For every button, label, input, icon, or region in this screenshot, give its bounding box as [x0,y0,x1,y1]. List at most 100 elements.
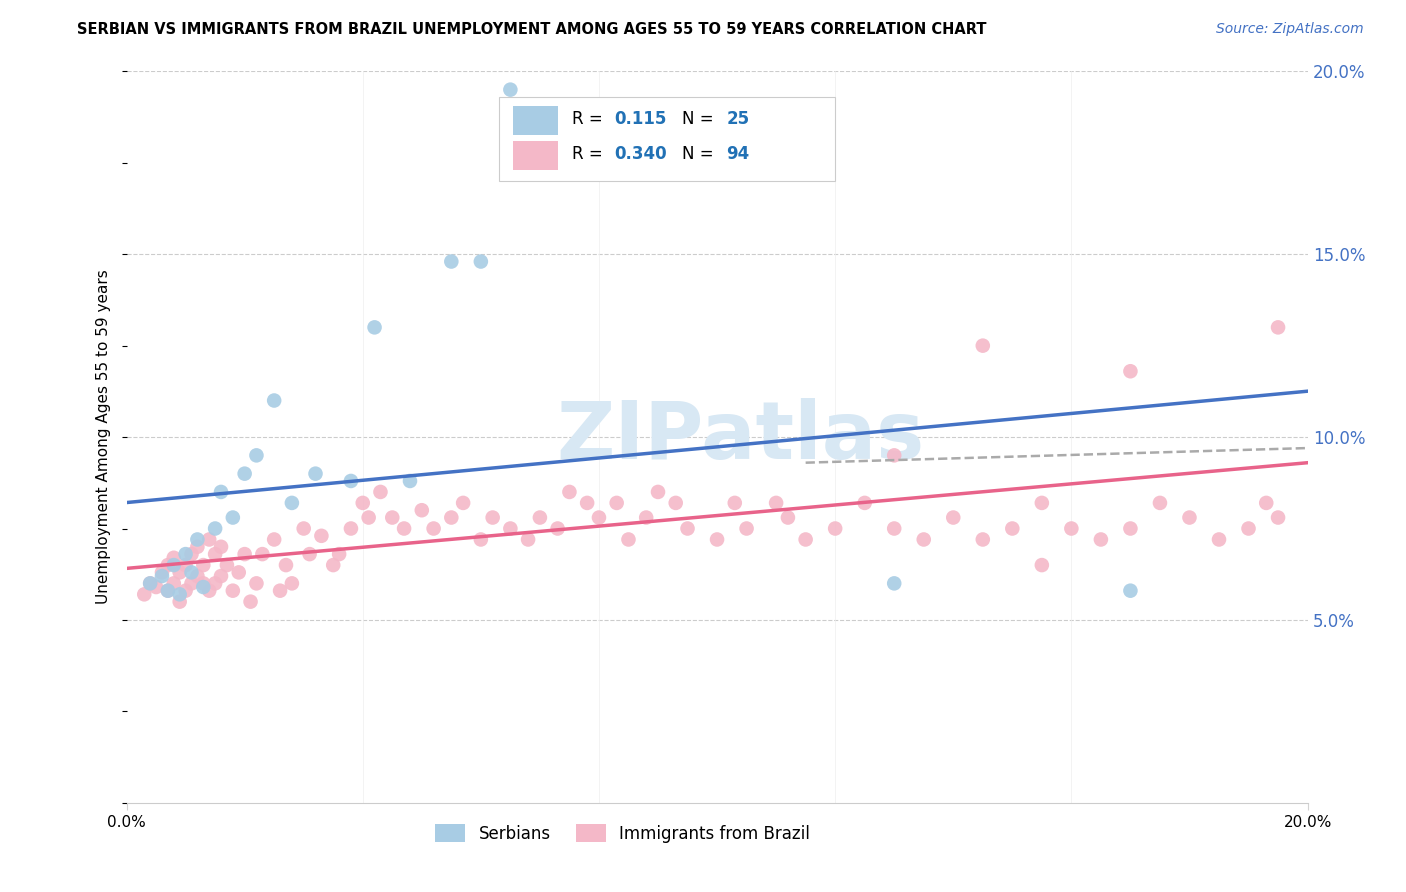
Point [233,547,256,561]
Point [588,510,610,524]
Point [883,576,905,591]
Point [186,533,208,547]
Point [422,521,444,535]
Text: 94: 94 [727,145,749,163]
Point [706,533,728,547]
Point [322,558,344,573]
Text: 0.340: 0.340 [614,145,666,163]
Point [499,82,522,96]
Text: N =: N = [682,145,718,163]
Point [252,547,274,561]
Point [1119,364,1142,378]
Point [174,547,197,561]
Point [193,580,215,594]
Point [972,533,994,547]
Point [304,467,326,481]
Point [180,566,202,580]
Point [204,547,226,561]
Point [269,583,291,598]
Point [169,594,191,608]
Point [1208,533,1230,547]
Point [298,547,321,561]
Point [972,338,994,352]
Point [198,583,221,598]
Point [576,496,599,510]
Point [204,576,226,591]
Text: R =: R = [572,145,607,163]
Point [558,485,581,500]
Point [1090,533,1112,547]
Point [281,576,304,591]
Point [617,533,640,547]
Point [340,521,363,535]
Point [1237,521,1260,535]
Point [636,510,658,524]
Point [169,566,191,580]
Point [381,510,404,524]
Text: 0.115: 0.115 [614,110,666,128]
Point [263,533,285,547]
Point [209,485,232,500]
Point [150,566,173,580]
Text: 25: 25 [727,110,749,128]
Point [735,521,758,535]
Point [794,533,817,547]
Point [883,448,905,462]
Point [912,533,935,547]
Point [529,510,551,524]
Point [1149,496,1171,510]
Point [239,594,262,608]
Point [245,448,267,462]
Point [215,558,238,573]
Point [245,576,267,591]
Point [281,496,304,510]
Text: ZIPatlas: ZIPatlas [557,398,925,476]
Point [517,533,540,547]
Point [824,521,846,535]
Point [547,521,569,535]
Point [370,485,392,500]
Point [263,393,285,408]
Point [451,496,474,510]
FancyBboxPatch shape [513,106,558,135]
Point [228,566,250,580]
Point [156,558,179,573]
Point [209,540,232,554]
Point [163,558,186,573]
Point [193,576,215,591]
Point [163,550,186,565]
Point [470,533,492,547]
FancyBboxPatch shape [499,97,835,181]
Point [1256,496,1278,510]
Point [139,576,162,591]
Text: SERBIAN VS IMMIGRANTS FROM BRAZIL UNEMPLOYMENT AMONG AGES 55 TO 59 YEARS CORRELA: SERBIAN VS IMMIGRANTS FROM BRAZIL UNEMPL… [77,22,987,37]
Point [440,254,463,268]
Point [145,580,167,594]
Point [942,510,965,524]
Point [724,496,747,510]
Point [156,583,179,598]
Point [481,510,503,524]
Point [606,496,628,510]
Point [204,521,226,535]
Point [274,558,297,573]
Point [328,547,350,561]
Point [340,474,363,488]
Point [765,156,787,170]
Point [357,510,380,524]
Point [1178,510,1201,524]
Point [1001,521,1024,535]
Point [222,583,245,598]
Point [776,510,799,524]
Point [392,521,415,535]
Point [1267,510,1289,524]
Point [399,474,422,488]
Text: R =: R = [572,110,607,128]
Point [411,503,433,517]
Y-axis label: Unemployment Among Ages 55 to 59 years: Unemployment Among Ages 55 to 59 years [96,269,111,605]
Point [676,521,699,535]
Point [311,529,333,543]
Point [180,576,202,591]
FancyBboxPatch shape [513,141,558,170]
Point [470,254,492,268]
